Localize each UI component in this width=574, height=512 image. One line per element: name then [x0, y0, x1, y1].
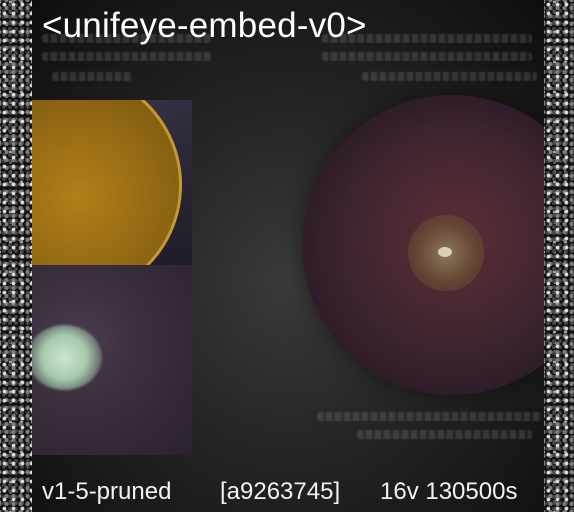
fundus-image [302, 95, 544, 395]
optic-disc [410, 217, 482, 289]
right-mosaic-strip [544, 0, 574, 512]
footer-bar: v1-5-pruned [a9263745] 16v 130500s [0, 476, 574, 512]
bright-spot-shape [32, 325, 102, 390]
hash-label: [a9263745] [220, 478, 340, 506]
inset-image-top [32, 100, 192, 265]
ghost-text-line [42, 52, 212, 61]
ghost-text-line [52, 72, 132, 81]
ghost-text-line [357, 430, 532, 439]
ghost-text-line [362, 72, 537, 81]
left-mosaic-strip [0, 0, 32, 512]
yellow-blob-shape [32, 100, 182, 265]
ghost-text-line [322, 52, 532, 61]
inset-image-bottom [32, 265, 192, 455]
preview-canvas [32, 0, 544, 512]
page-title: <unifeye-embed-v0> [42, 6, 367, 46]
variant-label: v1-5-pruned [42, 478, 171, 506]
stats-label: 16v 130500s [380, 478, 517, 506]
ghost-text-line [317, 412, 542, 421]
